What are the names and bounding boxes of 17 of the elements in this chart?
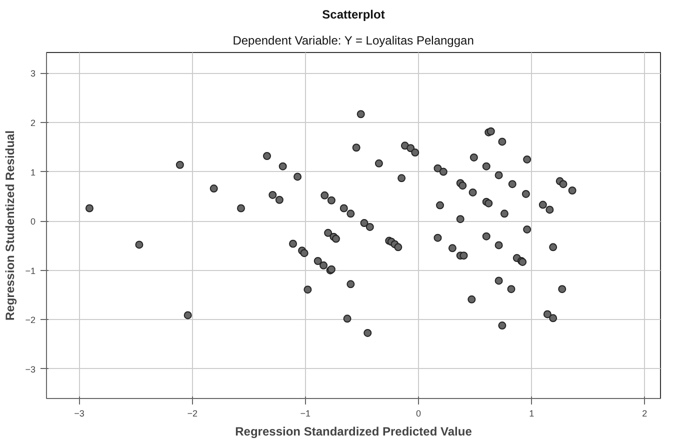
- y-tick-label: −2: [25, 315, 36, 326]
- x-axis-title: Regression Standardized Predicted Value: [235, 424, 472, 438]
- chart-subtitle: Dependent Variable: Y = Loyalitas Pelanggan: [232, 34, 474, 48]
- x-tick-label: −2: [187, 408, 198, 418]
- x-tick-label: −1: [300, 408, 311, 418]
- x-tick-label: 0: [416, 408, 422, 418]
- y-tick-label: 1: [30, 167, 36, 178]
- y-tick-label: −3: [25, 364, 36, 374]
- x-tick-label: 1: [529, 408, 534, 418]
- y-tick-label: 2: [30, 118, 36, 128]
- y-tick-label: 0: [30, 216, 36, 227]
- y-tick-label: 3: [30, 68, 36, 79]
- x-tick-label: 2: [642, 408, 648, 418]
- chart-title: Scatterplot: [322, 8, 385, 22]
- x-tick-label: −3: [74, 408, 84, 418]
- y-tick-label: −1: [25, 266, 36, 276]
- y-axis-title: Regression Studentized Residual: [3, 130, 18, 321]
